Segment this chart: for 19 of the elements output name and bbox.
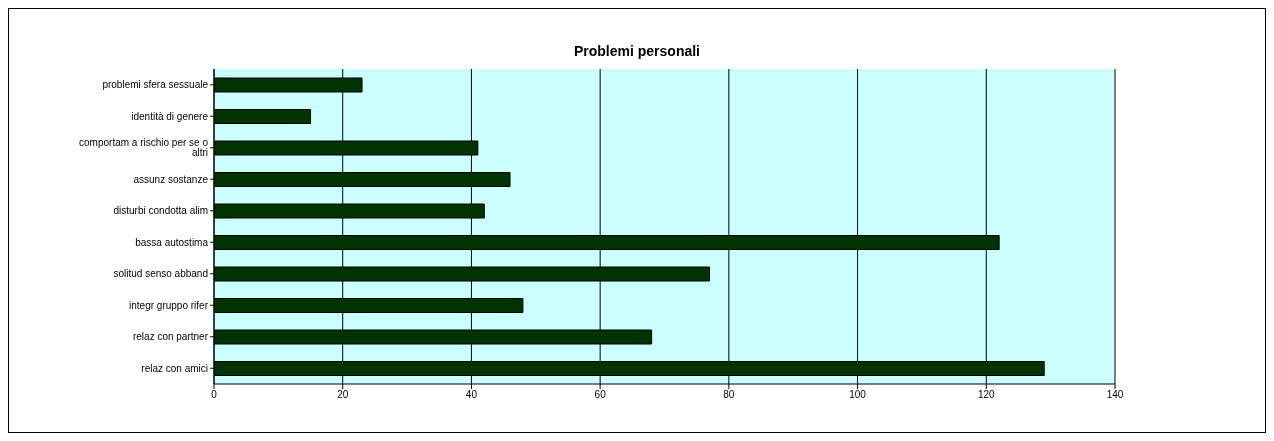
chart-title: Problemi personali xyxy=(572,43,701,59)
y-tick-label: solitud senso abband xyxy=(113,268,208,280)
y-tick-label: relaz con amici xyxy=(141,362,208,374)
x-tick-label: 60 xyxy=(594,389,607,401)
x-tick-label: 20 xyxy=(337,389,349,401)
x-tick-label: 80 xyxy=(723,389,735,401)
x-tick-label: 100 xyxy=(849,389,867,401)
x-tick-label: 0 xyxy=(211,389,218,401)
y-tick-label: assunz sostanze xyxy=(133,173,209,185)
y-tick-label: bassa autostima xyxy=(135,236,209,248)
y-tick-label: disturbi condotta alim xyxy=(113,205,208,217)
y-tick-label: identità di genere xyxy=(131,110,209,122)
x-tick-label: 40 xyxy=(465,389,478,401)
y-tick-label: problemi sfera sessuale xyxy=(102,79,209,91)
y-tick-label: integr gruppo rifer xyxy=(129,299,209,311)
y-tick-label: relaz con partner xyxy=(132,331,209,343)
x-tick-label: 140 xyxy=(1106,389,1124,401)
y-tick-label: comportam a rischio per se o altri xyxy=(79,137,209,159)
x-tick-label: 120 xyxy=(977,389,996,401)
